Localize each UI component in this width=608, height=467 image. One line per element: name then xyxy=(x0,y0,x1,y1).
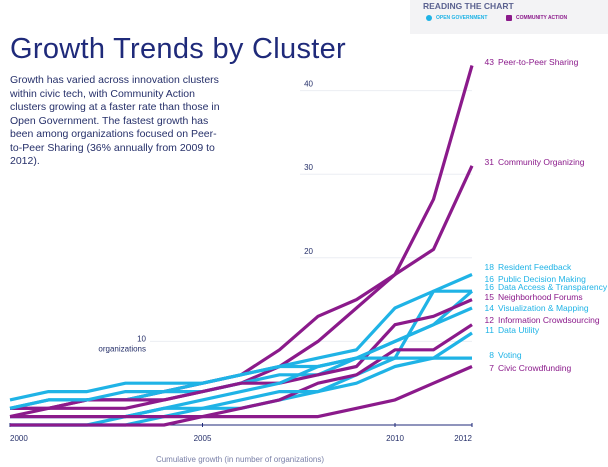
legend-item-community-action: COMMUNITY ACTION xyxy=(506,15,567,21)
series-line-community-organizing xyxy=(10,165,474,410)
series-label: Neighborhood Forums xyxy=(498,292,583,302)
legend-heading: READING THE CHART xyxy=(423,1,514,11)
series-end-value: 14 xyxy=(485,303,495,313)
series-label: Resident Feedback xyxy=(498,262,572,272)
x-tick-label: 2000 xyxy=(10,434,28,443)
series-label: Peer-to-Peer Sharing xyxy=(498,57,579,67)
series-end-value: 15 xyxy=(485,292,495,302)
series-end-value: 16 xyxy=(485,274,495,284)
x-tick-label: 2005 xyxy=(194,434,212,443)
series-end-value: 7 xyxy=(489,363,494,373)
y-tick-label: 40 xyxy=(304,80,313,89)
y-tick-label: 30 xyxy=(304,163,313,172)
legend-dot-icon xyxy=(506,15,512,21)
series-line-information-crowdsourcing xyxy=(10,323,473,427)
series-label: Community Organizing xyxy=(498,157,585,167)
series-end-value: 18 xyxy=(485,262,495,272)
legend-item-open-government: OPEN GOVERNMENT xyxy=(426,15,487,21)
series-label: Civic Crowdfunding xyxy=(498,363,571,373)
page-title: Growth Trends by Cluster xyxy=(10,33,346,66)
y-tick-label: 10 xyxy=(137,334,146,343)
y-tick-label: 20 xyxy=(304,247,313,256)
series-line-civic-crowdfunding xyxy=(10,365,473,419)
series-end-value: 43 xyxy=(485,57,495,67)
series-label: Information Crowdsourcing xyxy=(498,315,600,325)
legend-label: OPEN GOVERNMENT xyxy=(436,15,488,21)
series-end-value: 16 xyxy=(485,282,495,292)
series-label: Data Access & Transparency xyxy=(498,282,608,292)
description: Growth has varied across innovation clus… xyxy=(10,74,220,167)
series-label: Voting xyxy=(498,350,522,360)
series-end-value: 8 xyxy=(489,350,494,360)
series-label: Public Decision Making xyxy=(498,274,586,284)
series-label: Data Utility xyxy=(498,325,540,335)
x-tick-label: 2012 xyxy=(454,434,472,443)
x-tick-label: 2010 xyxy=(386,434,404,443)
x-axis-label: Cumulative growth (in number of organiza… xyxy=(156,455,324,464)
legend-dot-icon xyxy=(426,15,432,21)
series-end-value: 11 xyxy=(485,325,494,335)
series-end-value: 31 xyxy=(485,157,495,167)
series-label: Visualization & Mapping xyxy=(498,303,589,313)
legend-label: COMMUNITY ACTION xyxy=(516,15,568,21)
series-end-value: 12 xyxy=(485,315,495,325)
legend: READING THE CHART OPEN GOVERNMENT COMMUN… xyxy=(410,0,608,34)
series-line-voting xyxy=(9,356,472,410)
y-unit-label: organizations xyxy=(98,344,146,353)
